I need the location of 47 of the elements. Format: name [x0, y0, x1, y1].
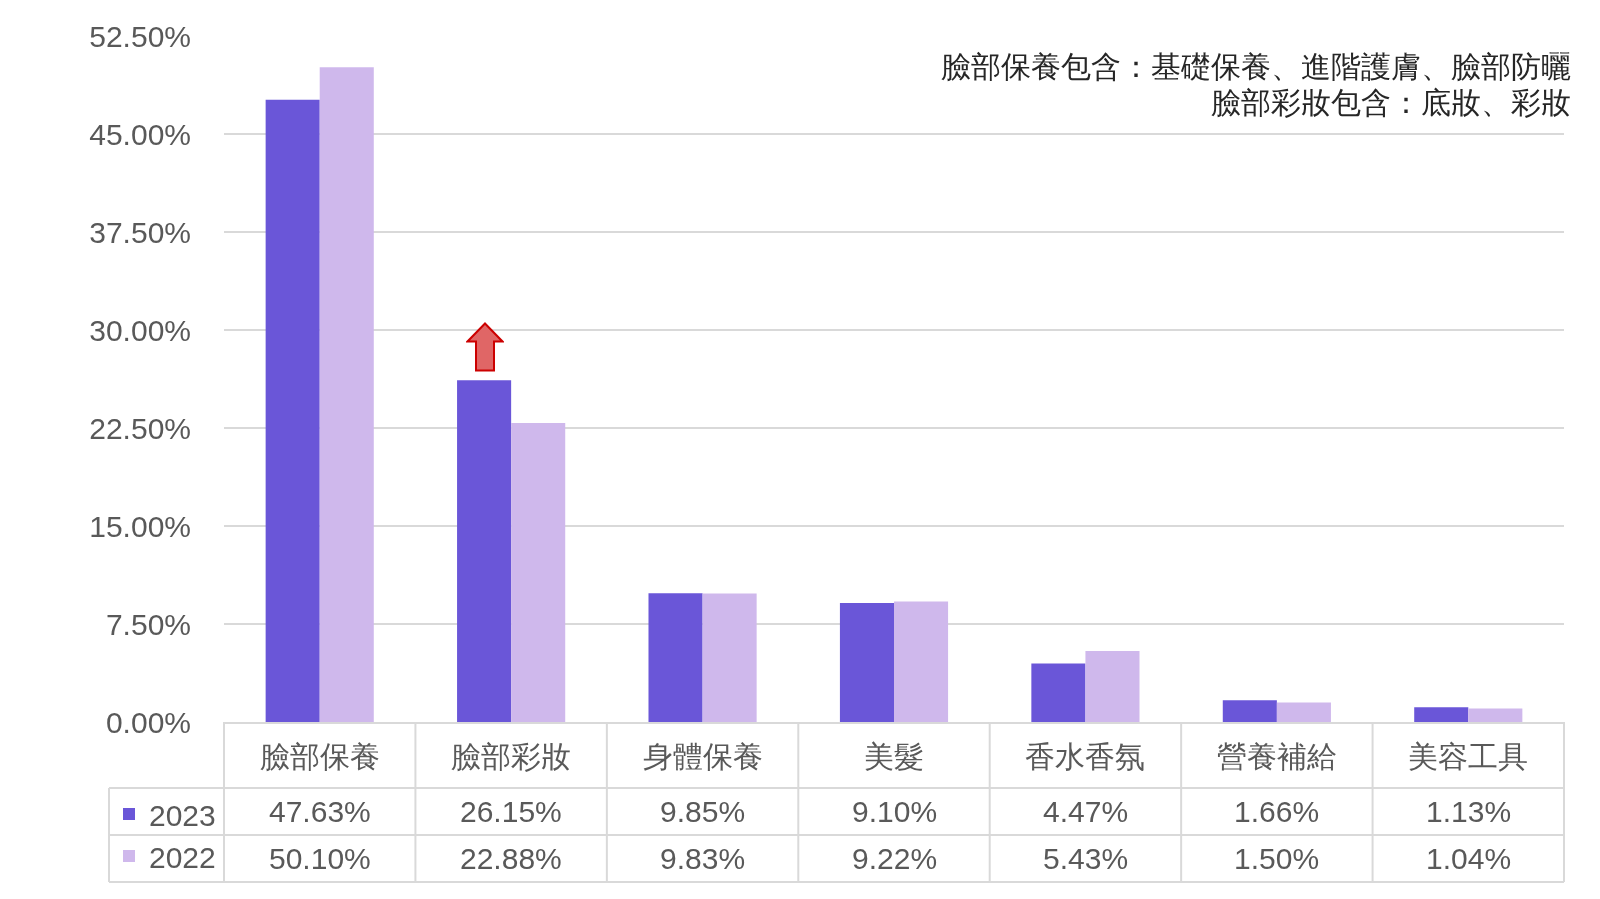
data-label: 5.43% [1043, 842, 1129, 875]
x-tick-label: 美髮 [864, 740, 924, 773]
y-tick-label: 0.00% [105, 705, 191, 739]
x-tick-label: 身體保養 [642, 740, 763, 773]
bar [648, 593, 703, 722]
y-tick-label: 15.00% [89, 509, 191, 543]
data-label: 4.47% [1043, 795, 1129, 828]
y-tick-label: 45.00% [89, 117, 191, 151]
x-tick-label: 臉部彩妝 [451, 740, 572, 773]
bar [319, 67, 374, 722]
y-tick-label: 52.50% [89, 19, 191, 53]
bar [1031, 663, 1086, 722]
bar [894, 601, 949, 722]
data-label: 9.85% [660, 795, 746, 828]
bar [839, 603, 894, 722]
x-tick-label: 臉部保養 [259, 740, 380, 773]
annotation: 臉部保養包含：基礎保養、進階護膚、臉部防曬 [941, 50, 1571, 83]
bar [265, 99, 320, 722]
annotation: 臉部彩妝包含：底妝、彩妝 [1211, 86, 1571, 119]
bar [1276, 702, 1331, 722]
y-tick-label: 30.00% [89, 313, 191, 347]
bar [457, 380, 512, 722]
legend-label: 2023 [149, 798, 216, 832]
data-label: 1.13% [1426, 795, 1512, 828]
data-label: 9.83% [660, 842, 746, 875]
data-label: 47.63% [269, 795, 371, 828]
bar [1222, 700, 1277, 722]
data-label: 50.10% [269, 842, 371, 875]
data-label: 1.66% [1234, 795, 1320, 828]
bar [1468, 708, 1523, 722]
y-tick-label: 22.50% [89, 411, 191, 445]
bar [1085, 651, 1140, 722]
data-label: 1.04% [1426, 842, 1512, 875]
data-label: 26.15% [460, 795, 562, 828]
data-label: 9.10% [852, 795, 938, 828]
x-tick-label: 美容工具 [1408, 740, 1529, 773]
data-label: 22.88% [460, 842, 562, 875]
data-label: 9.22% [852, 842, 938, 875]
y-tick-label: 7.50% [105, 607, 191, 641]
bar [702, 593, 757, 722]
legend-label: 2022 [149, 840, 216, 874]
y-tick-label: 37.50% [89, 215, 191, 249]
bar [1414, 707, 1469, 722]
x-tick-label: 營養補給 [1216, 740, 1337, 773]
data-label: 1.50% [1234, 842, 1320, 875]
x-tick-label: 香水香氛 [1025, 740, 1146, 773]
bar [511, 423, 566, 722]
